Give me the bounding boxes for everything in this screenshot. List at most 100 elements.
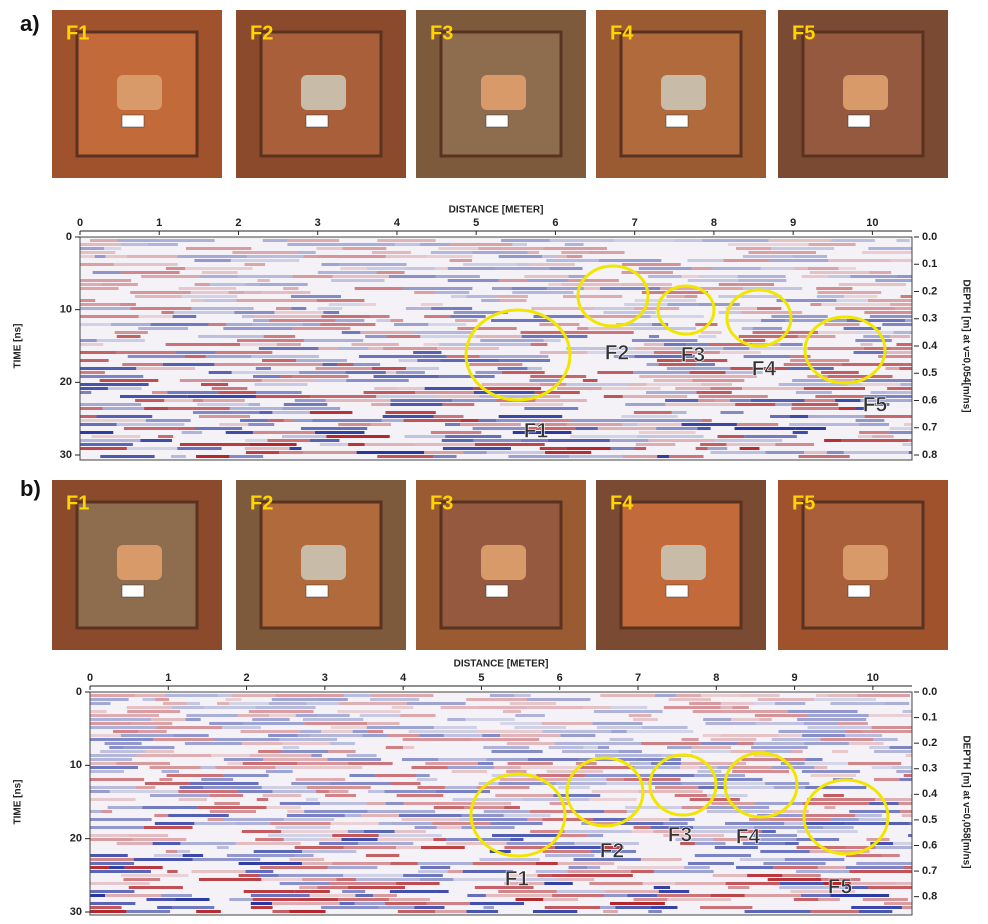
radargram-reflection bbox=[718, 435, 745, 438]
radargram-reflection bbox=[90, 838, 133, 841]
y2-tick-label: 0.3 bbox=[922, 313, 937, 325]
radargram-reflection bbox=[600, 694, 655, 697]
radargram-reflection bbox=[448, 870, 463, 873]
radargram-reflection bbox=[251, 906, 273, 909]
radargram-reflection bbox=[802, 770, 860, 773]
photo-label: F3 bbox=[430, 492, 453, 514]
radargram-reflection bbox=[891, 347, 912, 350]
radargram-reflection bbox=[186, 714, 237, 717]
radargram-reflection bbox=[193, 858, 261, 861]
radargram-reflection bbox=[328, 243, 394, 246]
radargram-reflection bbox=[135, 295, 182, 298]
photo-label: F4 bbox=[610, 492, 634, 514]
radargram-reflection bbox=[887, 391, 912, 394]
radargram-reflection bbox=[814, 698, 876, 701]
radargram-reflection bbox=[412, 766, 448, 769]
radargram-reflection bbox=[96, 415, 152, 418]
radargram-reflection bbox=[702, 239, 768, 242]
radargram-reflection bbox=[176, 898, 210, 901]
radargram-reflection bbox=[268, 834, 332, 837]
radargram-reflection bbox=[490, 694, 514, 697]
radargram-reflection bbox=[146, 898, 175, 901]
radargram-reflection bbox=[610, 902, 665, 905]
radargram-reflection bbox=[291, 295, 341, 298]
radargram-reflection bbox=[855, 814, 882, 817]
radargram-reflection bbox=[243, 762, 297, 765]
radargram-reflection bbox=[740, 694, 780, 697]
radargram-reflection bbox=[151, 323, 209, 326]
radargram-reflection bbox=[864, 347, 891, 350]
radargram-reflection bbox=[634, 411, 672, 414]
radargram-reflection bbox=[483, 343, 531, 346]
radargram-reflection bbox=[375, 774, 416, 777]
radargram-reflection bbox=[635, 299, 696, 302]
radargram-reflection bbox=[836, 299, 868, 302]
radargram-reflection bbox=[447, 355, 480, 358]
radargram-reflection bbox=[296, 714, 318, 717]
radargram-reflection bbox=[268, 734, 297, 737]
radargram-reflection bbox=[192, 870, 246, 873]
y-tick-label: 20 bbox=[70, 833, 82, 845]
radargram-reflection bbox=[148, 243, 178, 246]
radargram-reflection bbox=[465, 718, 514, 721]
radargram-reflection bbox=[659, 890, 689, 893]
radargram-reflection bbox=[630, 762, 652, 765]
radargram-reflection bbox=[386, 371, 396, 374]
photo-object bbox=[301, 545, 346, 580]
radargram-reflection bbox=[751, 746, 808, 749]
radargram-reflection bbox=[199, 415, 250, 418]
radargram-reflection bbox=[615, 906, 651, 909]
radargram-reflection bbox=[418, 786, 445, 789]
radargram-reflection bbox=[177, 255, 247, 258]
radargram-reflection bbox=[639, 267, 692, 270]
radargram-reflection bbox=[633, 371, 690, 374]
radargram-reflection bbox=[248, 423, 274, 426]
radargram-reflection bbox=[80, 419, 146, 422]
radargram-reflection bbox=[514, 726, 566, 729]
radargram-reflection bbox=[804, 822, 845, 825]
panel-label: a) bbox=[20, 11, 40, 36]
radargram-reflection bbox=[655, 694, 676, 697]
x-tick-label: 8 bbox=[713, 672, 719, 684]
radargram-reflection bbox=[657, 894, 710, 897]
radargram-reflection bbox=[210, 794, 243, 797]
radargram-reflection bbox=[568, 778, 606, 781]
radargram-reflection bbox=[304, 339, 363, 342]
radargram-reflection bbox=[127, 710, 180, 713]
radargram-reflection bbox=[186, 718, 201, 721]
radargram-reflection bbox=[844, 451, 909, 454]
radargram-reflection bbox=[435, 291, 469, 294]
radargram-reflection bbox=[282, 407, 340, 410]
radargram-reflection bbox=[755, 714, 808, 717]
radargram-reflection bbox=[90, 766, 138, 769]
radargram-reflection bbox=[154, 814, 168, 817]
radargram-reflection bbox=[208, 818, 224, 821]
radargram-reflection bbox=[760, 850, 809, 853]
radargram-reflection bbox=[500, 403, 563, 406]
radargram-reflection bbox=[342, 247, 386, 250]
radargram-reflection bbox=[530, 810, 574, 813]
radargram-reflection bbox=[407, 702, 466, 705]
radargram-reflection bbox=[470, 902, 524, 905]
x-tick-label: 2 bbox=[235, 217, 241, 229]
radargram-reflection bbox=[885, 367, 899, 370]
radargram-reflection bbox=[80, 431, 113, 434]
radargram-reflection bbox=[527, 698, 590, 701]
radargram-reflection bbox=[540, 447, 566, 450]
radargram-reflection bbox=[455, 319, 477, 322]
radargram-reflection bbox=[296, 778, 346, 781]
radargram-reflection bbox=[730, 399, 751, 402]
radargram-reflection bbox=[466, 910, 498, 913]
radargram-reflection bbox=[562, 750, 619, 753]
radargram-reflection bbox=[293, 327, 351, 330]
radargram-reflection bbox=[218, 391, 256, 394]
radargram-reflection bbox=[701, 742, 738, 745]
radargram-reflection bbox=[204, 706, 255, 709]
radargram-reflection bbox=[257, 279, 269, 282]
radargram-reflection bbox=[227, 854, 295, 857]
radargram-reflection bbox=[450, 243, 513, 246]
radargram-reflection bbox=[198, 335, 264, 338]
radargram-reflection bbox=[639, 431, 696, 434]
radargram-reflection bbox=[400, 714, 435, 717]
radargram-reflection bbox=[557, 890, 606, 893]
